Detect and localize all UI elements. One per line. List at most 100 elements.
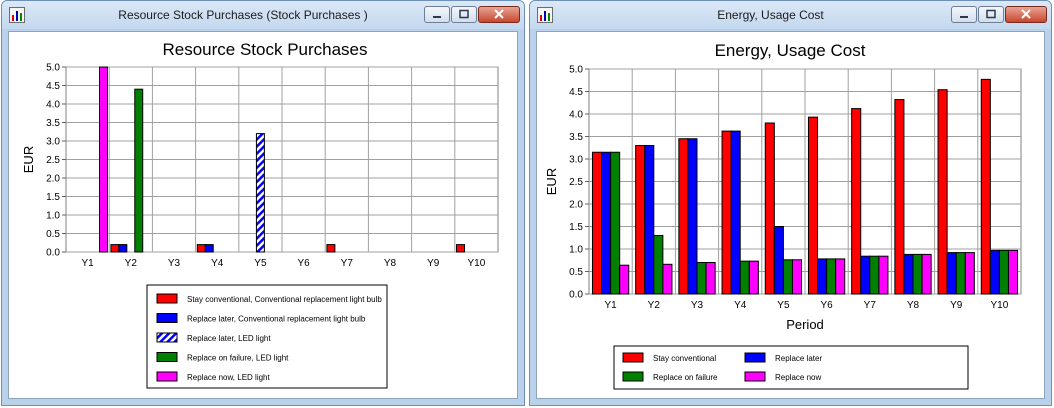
- minimize-icon: [433, 16, 441, 18]
- minimize-button[interactable]: [951, 6, 977, 23]
- x-tick-label: Y8: [384, 258, 397, 269]
- legend-label: Replace later: [775, 354, 822, 363]
- x-tick-label: Y1: [604, 300, 617, 311]
- bar: [134, 88, 144, 253]
- maximize-icon: [986, 9, 996, 19]
- x-tick-label: Y5: [254, 258, 267, 269]
- window-titlebar[interactable]: Energy, Usage Cost: [530, 1, 1051, 29]
- bar: [601, 151, 612, 295]
- bar: [591, 151, 603, 295]
- energy-usage-chart: Energy, Usage Cost 0.0 0.5 1.0 1.5 2.0 2.5 3.0 3…: [544, 41, 1022, 390]
- y-tick-label: 5.0: [569, 65, 583, 76]
- x-tick-label: Y9: [427, 258, 440, 269]
- legend-label: Replace now: [775, 373, 821, 382]
- y-tick-label: 3.0: [569, 155, 583, 166]
- bar: [653, 235, 664, 295]
- chart-icon[interactable]: [537, 7, 553, 23]
- y-tick-label: 1.5: [46, 192, 60, 203]
- legend-swatch: [156, 371, 178, 382]
- x-tick-label: Y3: [691, 300, 704, 311]
- legend-label: Stay conventional, Conventional replacem…: [187, 295, 382, 304]
- legend-swatch: [622, 371, 644, 382]
- chart-area: Energy, Usage Cost 0.0 0.5 1.0 1.5 2.0 2.5 3.0 3…: [536, 31, 1045, 399]
- bar: [662, 263, 673, 295]
- close-icon: [1021, 9, 1031, 19]
- bar: [826, 258, 837, 295]
- chart-title: Resource Stock Purchases: [162, 40, 367, 59]
- bar: [773, 226, 784, 295]
- chart-area: Resource Stock Purchases 0.0 0.5 1.0 1.5 2.0 2…: [8, 31, 518, 399]
- bar: [748, 260, 759, 295]
- y-tick-label: 4.5: [46, 81, 60, 92]
- x-tick-label: Y4: [734, 300, 747, 311]
- y-tick-label: 5.0: [46, 63, 60, 74]
- legend-label: Replace later, Conventional replacement …: [187, 315, 366, 324]
- bar: [644, 145, 655, 295]
- legend-swatch: [744, 352, 766, 363]
- bar: [903, 253, 914, 295]
- x-tick-label: Y6: [297, 258, 310, 269]
- window-titlebar[interactable]: Resource Stock Purchases (Stock Purchase…: [2, 1, 524, 29]
- y-tick-label: 0.0: [46, 248, 60, 259]
- bar: [721, 130, 732, 295]
- legend-label: Stay conventional: [653, 354, 716, 363]
- legend-label: Replace later, LED light: [187, 334, 271, 343]
- bar: [851, 108, 862, 295]
- bar: [635, 145, 646, 295]
- bar: [782, 259, 793, 295]
- bar: [204, 244, 214, 253]
- bar: [764, 122, 775, 295]
- x-tick-label: Y10: [991, 300, 1009, 311]
- bar: [955, 252, 966, 295]
- bar: [326, 244, 336, 253]
- y-tick-label: 1.0: [569, 245, 583, 256]
- bar: [619, 264, 630, 295]
- x-tick-label: Y7: [864, 300, 877, 311]
- maximize-button[interactable]: [451, 6, 477, 23]
- maximize-icon: [459, 9, 469, 19]
- close-button[interactable]: [1005, 6, 1047, 23]
- bar: [255, 133, 265, 253]
- x-tick-label: Y9: [950, 300, 963, 311]
- y-tick-label: 3.0: [46, 137, 60, 148]
- y-tick-label: 3.5: [46, 118, 60, 129]
- energy-usage-window: Energy, Usage Cost Energy, Usage Cost 0.0…: [529, 0, 1052, 406]
- bar: [894, 99, 905, 295]
- bar: [998, 249, 1009, 295]
- y-tick-label: 0.0: [569, 290, 583, 301]
- close-button[interactable]: [478, 6, 520, 23]
- y-tick-label: 0.5: [46, 229, 60, 240]
- minimize-button[interactable]: [424, 6, 450, 23]
- chart-icon[interactable]: [9, 7, 25, 23]
- bar: [807, 116, 819, 295]
- bar: [687, 138, 698, 295]
- bar: [946, 252, 957, 295]
- y-tick-label: 4.0: [46, 100, 60, 111]
- x-tick-label: Y1: [81, 258, 94, 269]
- y-axis-label: EUR: [544, 168, 559, 195]
- bar: [835, 258, 846, 295]
- x-tick-label: Y7: [341, 258, 354, 269]
- y-tick-label: 1.0: [46, 211, 60, 222]
- legend: [146, 284, 388, 389]
- x-tick-label: Y8: [907, 300, 920, 311]
- x-tick-label: Y2: [648, 300, 661, 311]
- bar: [791, 259, 803, 295]
- x-tick-label: Y4: [211, 258, 224, 269]
- legend-swatch: [156, 352, 178, 362]
- legend-swatch: [156, 293, 178, 304]
- chart-title: Energy, Usage Cost: [715, 41, 866, 60]
- bar: [937, 89, 948, 295]
- y-tick-label: 4.0: [569, 110, 583, 121]
- minimize-icon: [960, 16, 968, 18]
- bar: [456, 244, 465, 253]
- bar: [860, 255, 871, 295]
- maximize-button[interactable]: [978, 6, 1004, 23]
- y-tick-label: 2.5: [46, 155, 60, 166]
- y-tick-label: 2.0: [569, 200, 583, 211]
- y-tick-label: 2.0: [46, 174, 60, 185]
- bar: [696, 262, 707, 295]
- bar: [610, 151, 621, 295]
- legend: [613, 345, 969, 390]
- x-axis-label: Period: [786, 317, 824, 332]
